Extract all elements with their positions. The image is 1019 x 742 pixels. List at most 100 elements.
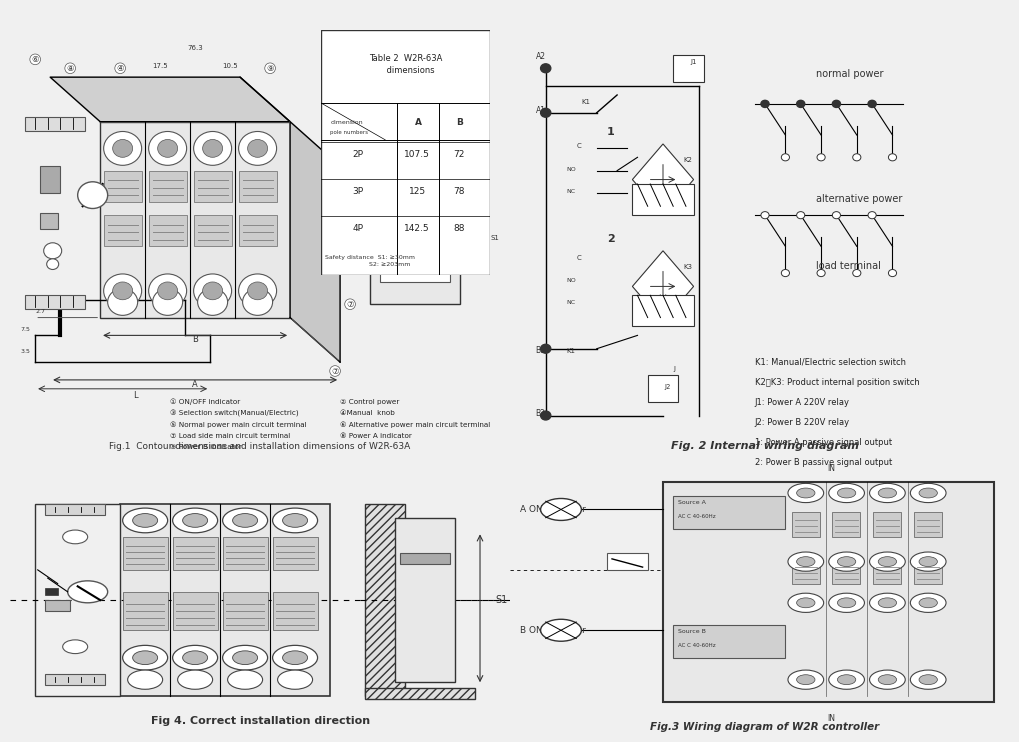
Circle shape: [828, 670, 864, 689]
Text: B1: B1: [535, 347, 545, 355]
Circle shape: [203, 282, 222, 300]
Bar: [40, 213, 58, 229]
Text: normal power: normal power: [815, 69, 882, 79]
Circle shape: [796, 598, 814, 608]
Circle shape: [852, 269, 860, 277]
Text: 60: 60: [341, 200, 347, 209]
Bar: [872, 512, 901, 537]
Text: 125: 125: [409, 187, 425, 196]
Circle shape: [796, 100, 804, 108]
Bar: [272, 537, 317, 570]
Circle shape: [540, 411, 550, 420]
Circle shape: [868, 593, 905, 612]
Text: Fig 4. Correct installation direction: Fig 4. Correct installation direction: [151, 716, 369, 726]
Text: J1: Power A 220V relay: J1: Power A 220V relay: [754, 398, 849, 407]
Circle shape: [127, 670, 162, 689]
Circle shape: [816, 154, 824, 161]
Text: AC C 40-60Hz: AC C 40-60Hz: [678, 643, 715, 648]
Text: 2: Power B passive signal output: 2: Power B passive signal output: [754, 458, 892, 467]
Polygon shape: [632, 251, 693, 322]
Bar: [122, 592, 167, 630]
Text: ⑥: ⑥: [32, 55, 39, 64]
Bar: [100, 122, 289, 318]
Bar: [194, 215, 231, 246]
Circle shape: [540, 499, 581, 520]
Bar: [172, 592, 217, 630]
Text: ④: ④: [116, 64, 123, 73]
Circle shape: [832, 100, 840, 108]
Circle shape: [248, 282, 267, 300]
Circle shape: [272, 646, 317, 670]
Text: K1: K1: [566, 348, 575, 354]
Text: A ON indicator: A ON indicator: [520, 505, 585, 514]
Text: 17.5: 17.5: [152, 63, 168, 69]
Text: K1: Manual/Electric selection switch: K1: Manual/Electric selection switch: [754, 358, 905, 367]
Text: K1: K1: [581, 99, 590, 105]
Text: A: A: [415, 118, 422, 127]
Bar: [222, 537, 267, 570]
Circle shape: [909, 670, 946, 689]
Text: NO: NO: [566, 278, 576, 283]
Circle shape: [760, 211, 768, 219]
Text: Fig.1  Contour dimensions and installation dimensions of W2R-63A: Fig.1 Contour dimensions and installatio…: [109, 442, 411, 451]
Text: B: B: [455, 118, 463, 127]
Bar: [632, 295, 693, 326]
Circle shape: [787, 483, 823, 502]
Circle shape: [867, 211, 875, 219]
Bar: [913, 559, 942, 583]
Text: ② Control power: ② Control power: [339, 399, 399, 405]
Bar: [673, 55, 703, 82]
Text: IN: IN: [826, 464, 835, 473]
Text: 107.5: 107.5: [404, 150, 430, 159]
Text: Table 2  W2R-63A
    dimensions: Table 2 W2R-63A dimensions: [369, 54, 441, 75]
Text: ⑧ Power A indicator: ⑧ Power A indicator: [339, 433, 412, 439]
Text: S1: S1: [494, 595, 506, 605]
Circle shape: [837, 488, 855, 498]
Circle shape: [222, 508, 267, 533]
Circle shape: [62, 640, 88, 654]
Bar: [832, 512, 860, 537]
Bar: [45, 588, 58, 594]
Circle shape: [172, 508, 217, 533]
Circle shape: [277, 670, 312, 689]
Bar: [45, 600, 70, 611]
Circle shape: [877, 556, 896, 567]
Circle shape: [909, 593, 946, 612]
Text: B2: B2: [535, 409, 545, 418]
Circle shape: [918, 488, 936, 498]
Circle shape: [781, 154, 789, 161]
Circle shape: [787, 593, 823, 612]
Text: ⑦: ⑦: [346, 300, 354, 309]
Bar: [632, 184, 693, 215]
Text: 142.5: 142.5: [404, 223, 430, 232]
Circle shape: [540, 344, 550, 353]
Text: AC C 40-60Hz: AC C 40-60Hz: [678, 513, 715, 519]
Bar: [45, 504, 105, 515]
Circle shape: [177, 670, 212, 689]
Circle shape: [238, 274, 276, 308]
Circle shape: [781, 269, 789, 277]
Text: A2: A2: [535, 53, 545, 62]
Bar: [149, 215, 186, 246]
Bar: [365, 504, 405, 696]
Circle shape: [796, 674, 814, 685]
Circle shape: [796, 211, 804, 219]
Circle shape: [796, 556, 814, 567]
Text: J1: J1: [690, 59, 696, 65]
Text: A1: A1: [535, 106, 545, 115]
Text: 76.3: 76.3: [187, 45, 203, 51]
Circle shape: [837, 674, 855, 685]
Text: B: B: [192, 335, 198, 344]
Text: ④Manual  knob: ④Manual knob: [339, 410, 394, 416]
Circle shape: [122, 646, 167, 670]
Text: ⑨ Power B indicator: ⑨ Power B indicator: [170, 444, 242, 450]
Bar: [832, 559, 860, 583]
Text: Fig.3 Wiring diagram of W2R controller: Fig.3 Wiring diagram of W2R controller: [650, 722, 878, 732]
Bar: [238, 171, 276, 202]
Circle shape: [238, 131, 276, 165]
Polygon shape: [50, 77, 289, 122]
Bar: [149, 171, 186, 202]
Text: NC: NC: [566, 301, 575, 305]
Circle shape: [108, 289, 138, 315]
Polygon shape: [289, 122, 339, 362]
